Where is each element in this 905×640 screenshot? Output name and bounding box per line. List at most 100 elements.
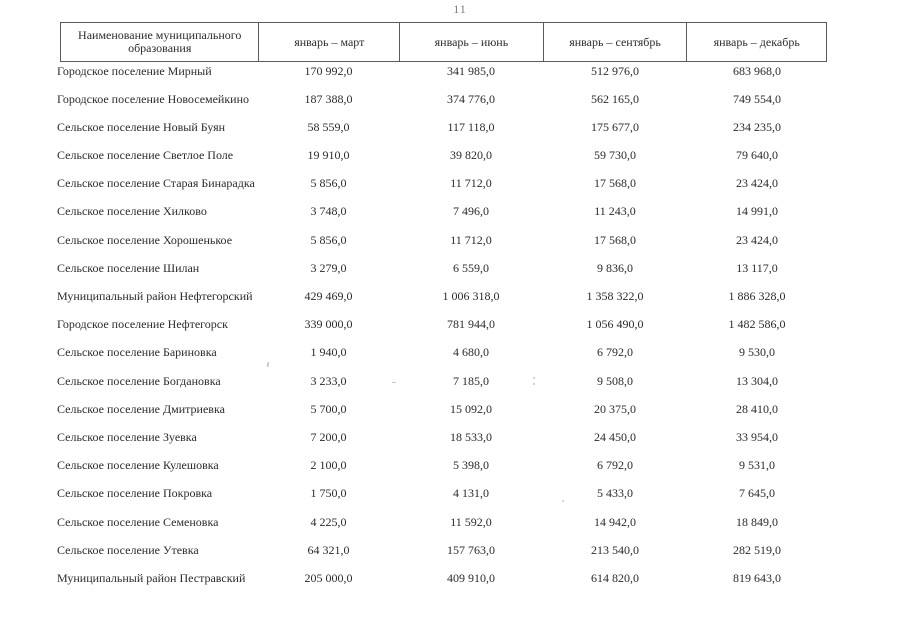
value-january-march-cell: 5 856,0 xyxy=(310,232,347,247)
value-january-june-cell: 39 820,0 xyxy=(450,148,492,163)
value-january-march-cell: 2 100,0 xyxy=(310,458,347,473)
table-row: Сельское поселение Покровка 1 750,0 4 13… xyxy=(57,485,827,513)
header-cell-municipality-name: Наименование муниципального образования xyxy=(78,28,242,55)
table-row: Сельское поселение Старая Бинарадка 5 85… xyxy=(57,175,827,203)
value-january-september-cell: 17 568,0 xyxy=(594,176,636,191)
value-january-march-cell: 429 469,0 xyxy=(304,289,353,303)
table-row: Муниципальный район Пестравский 205 000,… xyxy=(57,569,827,597)
table-row: Сельское поселение Бариновка 1 940,0 4 6… xyxy=(57,344,827,372)
table-header-row: Наименование муниципального образования … xyxy=(60,22,827,62)
municipality-name-cell: Сельское поселение Светлое Поле xyxy=(57,148,234,163)
value-january-december-cell: 234 235,0 xyxy=(733,119,781,134)
value-january-march-cell: 5 700,0 xyxy=(310,401,347,416)
municipality-name-cell: Сельское поселение Старая Бинарадка xyxy=(57,176,255,191)
table-row: Сельское поселение Зуевка 7 200,0 18 533… xyxy=(57,428,827,456)
table-row: Сельское поселение Шилан 3 279,0 6 559,0… xyxy=(57,259,827,287)
value-january-december-cell: 23 424,0 xyxy=(736,232,778,247)
table-row: Сельское поселение Светлое Поле 19 910,0… xyxy=(57,147,827,175)
municipality-name-cell: Городское поселение Нефтегорск xyxy=(57,317,228,332)
value-january-march-cell: 1 750,0 xyxy=(310,486,347,501)
municipality-name-cell: Сельское поселение Утевка xyxy=(57,542,199,557)
municipality-name-cell: Сельское поселение Новый Буян xyxy=(57,119,226,134)
value-january-march-cell: 64 321,0 xyxy=(307,542,350,557)
header-cell-january-june: январь – июнь xyxy=(399,23,543,61)
table-row: Сельское поселение Хилково 3 748,0 7 496… xyxy=(57,203,827,231)
header-cell-january-march: январь – март xyxy=(258,23,399,61)
value-january-september-cell: 5 433,0 xyxy=(597,486,633,501)
scan-artifact xyxy=(562,500,564,502)
value-january-september-cell: 59 730,0 xyxy=(594,148,636,163)
scan-artifact xyxy=(392,382,396,383)
value-january-june-cell: 11 712,0 xyxy=(450,232,492,247)
value-january-september-cell: 175 677,0 xyxy=(591,119,639,134)
municipality-name-cell: Сельское поселение Покровка xyxy=(57,486,213,501)
value-january-march-cell: 339 000,0 xyxy=(304,317,353,332)
table-row: Сельское поселение Дмитриевка 5 700,0 15… xyxy=(57,400,827,428)
table-row: Городское поселение Мирный 170 992,0 341… xyxy=(57,62,827,90)
municipal-finance-table: Наименование муниципального образования … xyxy=(57,22,827,598)
value-january-december-cell: 14 991,0 xyxy=(736,204,778,219)
value-january-september-cell: 9 508,0 xyxy=(597,373,633,388)
value-january-december-cell: 749 554,0 xyxy=(733,91,781,106)
table-row: Сельское поселение Хорошенькое 5 856,0 1… xyxy=(57,231,827,259)
value-january-june-cell: 11 592,0 xyxy=(450,514,492,529)
value-january-june-cell: 341 985,0 xyxy=(447,63,495,78)
value-january-december-cell: 1 886 328,0 xyxy=(728,289,786,303)
municipality-name-cell: Муниципальный район Пестравский xyxy=(57,570,246,585)
value-january-september-cell: 1 358 322,0 xyxy=(586,289,644,303)
value-january-march-cell: 58 559,0 xyxy=(307,119,350,134)
municipality-name-cell: Сельское поселение Кулешовка xyxy=(57,458,219,473)
value-january-december-cell: 18 849,0 xyxy=(736,514,778,529)
value-january-june-cell: 374 776,0 xyxy=(447,91,495,106)
value-january-march-cell: 170 992,0 xyxy=(304,63,353,78)
table-row: Сельское поселение Богдановка 3 233,0 7 … xyxy=(57,372,827,400)
value-january-september-cell: 213 540,0 xyxy=(591,542,639,557)
table-row: Муниципальный район Нефтегорский 429 469… xyxy=(57,288,827,316)
value-january-september-cell: 512 976,0 xyxy=(591,63,639,78)
value-january-september-cell: 20 375,0 xyxy=(594,401,636,416)
municipality-name-cell: Сельское поселение Семеновка xyxy=(57,514,219,529)
table-row: Городское поселение Новосемейкино 187 38… xyxy=(57,90,827,118)
municipality-name-cell: Сельское поселение Хорошенькое xyxy=(57,232,233,247)
municipality-name-cell: Сельское поселение Дмитриевка xyxy=(57,401,225,416)
value-january-september-cell: 614 820,0 xyxy=(591,570,639,585)
table-row: Сельское поселение Утевка 64 321,0 157 7… xyxy=(57,541,827,569)
value-january-september-cell: 562 165,0 xyxy=(591,91,639,106)
value-january-march-cell: 3 279,0 xyxy=(310,260,347,275)
municipality-name-cell: Сельское поселение Бариновка xyxy=(57,345,217,360)
municipality-name-cell: Сельское поселение Шилан xyxy=(57,260,200,275)
value-january-september-cell: 17 568,0 xyxy=(594,232,636,247)
value-january-september-cell: 6 792,0 xyxy=(597,345,633,360)
table-row: Сельское поселение Семеновка 4 225,0 11 … xyxy=(57,513,827,541)
page-number: 11 xyxy=(453,2,467,16)
value-january-march-cell: 19 910,0 xyxy=(307,148,350,163)
value-january-march-cell: 7 200,0 xyxy=(310,429,347,444)
header-cell-january-september: январь – сентябрь xyxy=(542,23,687,61)
municipality-name-cell: Сельское поселение Хилково xyxy=(57,204,207,219)
value-january-june-cell: 781 944,0 xyxy=(447,317,495,332)
value-january-june-cell: 117 118,0 xyxy=(447,119,495,134)
value-january-september-cell: 11 243,0 xyxy=(594,204,636,219)
table-row: Сельское поселение Кулешовка 2 100,0 5 3… xyxy=(57,457,827,485)
municipality-name-cell: Городское поселение Новосемейкино xyxy=(57,91,250,106)
value-january-june-cell: 6 559,0 xyxy=(453,260,489,275)
value-january-december-cell: 28 410,0 xyxy=(736,401,778,416)
municipality-name-cell: Сельское поселение Богдановка xyxy=(57,373,221,388)
value-january-december-cell: 23 424,0 xyxy=(736,176,778,191)
table-row: Сельское поселение Новый Буян 58 559,0 1… xyxy=(57,118,827,146)
value-january-june-cell: 409 910,0 xyxy=(447,570,495,585)
value-january-june-cell: 7 496,0 xyxy=(453,204,489,219)
table-row: Городское поселение Нефтегорск 339 000,0… xyxy=(57,316,827,344)
value-january-december-cell: 79 640,0 xyxy=(736,148,778,163)
municipality-name-cell: Городское поселение Мирный xyxy=(57,63,212,78)
municipality-name-cell: Муниципальный район Нефтегорский xyxy=(57,289,253,303)
value-january-september-cell: 9 836,0 xyxy=(597,260,633,275)
value-january-march-cell: 187 388,0 xyxy=(304,91,353,106)
value-january-june-cell: 4 680,0 xyxy=(453,345,489,360)
value-january-december-cell: 7 645,0 xyxy=(739,486,775,501)
value-january-march-cell: 3 748,0 xyxy=(310,204,347,219)
value-january-december-cell: 1 482 586,0 xyxy=(728,317,786,332)
value-january-march-cell: 5 856,0 xyxy=(310,176,347,191)
value-january-june-cell: 11 712,0 xyxy=(450,176,492,191)
